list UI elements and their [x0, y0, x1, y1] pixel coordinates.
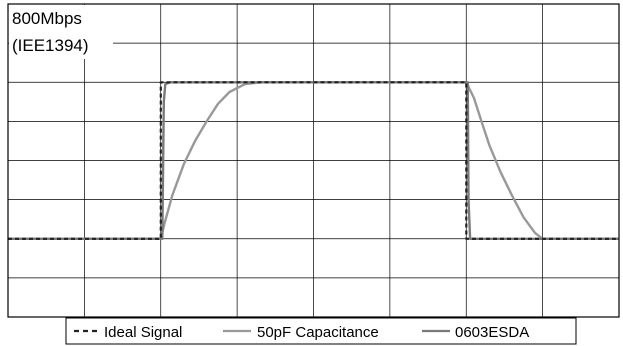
plot-border — [7, 3, 620, 318]
series-lines — [8, 81, 619, 241]
chart-title-line-1: 800Mbps — [12, 9, 82, 28]
chart-title-line-2: (IEE1394) — [12, 36, 89, 55]
legend-label-ideal-signal: Ideal Signal — [104, 324, 182, 341]
legend: Ideal Signal 50pF Capacitance 0603ESDA — [65, 317, 577, 345]
series-line-0603esda — [8, 81, 619, 241]
title-background — [9, 5, 113, 59]
legend-label-0603esda: 0603ESDA — [455, 324, 529, 341]
legend-box — [65, 317, 577, 345]
legend-label-50pf-capacitance: 50pF Capacitance — [257, 324, 379, 341]
series-line-ideal-signal — [8, 81, 619, 240]
